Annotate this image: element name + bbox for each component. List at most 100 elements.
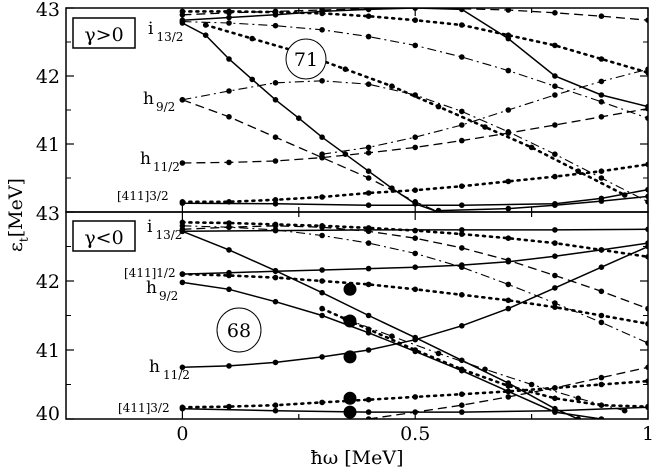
lower-series-6-point [505, 235, 512, 241]
upper-series-9-point [272, 8, 279, 15]
lower-series-12-point [412, 250, 419, 257]
lower-series-12-point [598, 319, 605, 326]
upper-circle-label: 71 [285, 38, 327, 80]
upper-series-6-point [482, 124, 488, 130]
lower-series-12-point [459, 264, 465, 270]
upper-series-2-point [365, 202, 372, 208]
lower-series-12-point [365, 240, 372, 246]
lower-series-8-point [459, 391, 465, 397]
upper-series-1-point [552, 73, 558, 79]
lower-highlighted-point-2 [343, 350, 357, 364]
upper-series-2-point [272, 201, 279, 207]
lower-series-10-point [365, 228, 372, 235]
lower-series-10-point [598, 288, 605, 295]
upper-series-7-point [272, 158, 279, 164]
lower-series-3-point [319, 354, 325, 360]
lower-series-12-point [505, 281, 512, 288]
upper-series-11-point [319, 27, 325, 33]
lower-series-6-point [598, 247, 605, 253]
lower-series-12-point [272, 227, 279, 233]
upper-series-6-point [621, 192, 628, 198]
upper-series-4-point [365, 190, 372, 196]
lower-series-5-point [552, 227, 558, 233]
upper-series-4-point [459, 183, 465, 189]
upper-series-8-point [412, 199, 419, 205]
upper-series-4-point [179, 199, 186, 205]
upper-series-9-point [552, 10, 558, 16]
upper-series-12-point [412, 134, 419, 140]
lower-series-4-point [459, 409, 465, 415]
lower-level-label-411-1: [411]1/2 [124, 266, 176, 280]
upper-series-11-point [226, 20, 232, 26]
upper-panel: 43 42 41 γ>0 71 i 13/2 h 9/2 h 11/2 [411]3/2 [36, 0, 649, 213]
upper-series-7-point [552, 122, 558, 128]
upper-series-8-point [365, 175, 372, 181]
upper-series-7-point [459, 137, 465, 144]
lower-level-label-h9: h 9/2 [146, 278, 178, 303]
lower-series-3-point [598, 264, 605, 270]
upper-series-10-point [412, 92, 419, 98]
lower-series-11-point [459, 402, 465, 408]
lower-series-0-point [459, 357, 465, 364]
lower-series-12-point [179, 223, 186, 229]
lower-series-3-point [412, 336, 419, 343]
upper-series-7-point [365, 150, 372, 156]
upper-series-1-line [182, 8, 648, 108]
upper-series-7-point [226, 159, 232, 166]
lower-series-1-point [412, 264, 419, 270]
lower-series-6-point [226, 220, 232, 226]
upper-tick-layer: 43 42 41 [36, 0, 649, 212]
upper-series-6-line [204, 23, 626, 197]
upper-series-0-line [182, 22, 439, 212]
lower-series-4-point [272, 407, 279, 414]
lower-level-label-h11: h 11/2 [149, 357, 190, 382]
lower-series-layer [179, 219, 648, 419]
upper-series-7-line [182, 107, 648, 164]
upper-series-11-point [272, 22, 279, 29]
upper-series-12-point [365, 144, 372, 151]
upper-series-0-point [272, 97, 279, 103]
lower-series-4-point [552, 407, 558, 414]
lower-highlighted-point-1 [343, 314, 357, 328]
lower-x-tick-label: 0 [176, 423, 188, 445]
lower-series-3-point [459, 323, 465, 329]
lower-series-7-point [319, 278, 325, 284]
upper-series-9-point [226, 10, 232, 16]
lower-level-label-i13: i 13/2 [147, 217, 182, 242]
upper-series-9-point [459, 8, 465, 12]
lower-series-12-point [552, 300, 558, 306]
upper-series-7-point [598, 114, 605, 120]
lower-series-7-point [459, 292, 465, 298]
lower-series-0-point [319, 289, 325, 296]
lower-series-12-point [319, 232, 325, 239]
upper-series-4-point [412, 187, 419, 193]
upper-series-0-point [226, 56, 232, 62]
upper-series-4-point [272, 197, 279, 203]
upper-series-0-point [249, 76, 255, 83]
lower-series-3-point [272, 359, 279, 366]
lower-series-0-point [365, 312, 372, 319]
upper-series-11-point [505, 67, 512, 74]
lower-tick-layer: 43 42 41 40 0 0.5 1 [36, 203, 654, 445]
upper-series-10-point [598, 175, 605, 181]
upper-series-8-point [272, 134, 279, 140]
lower-highlighted-point-3 [343, 391, 357, 405]
upper-level-label-i13: i 13/2 [148, 19, 183, 44]
upper-series-0-point [296, 115, 302, 121]
upper-series-4-point [552, 173, 558, 180]
y-axis-label: εt[MeV] [5, 178, 31, 252]
upper-box-label: γ>0 [72, 17, 136, 49]
upper-series-10-point [365, 81, 372, 87]
lower-series-13-point [482, 366, 488, 373]
lower-y-tick-label: 42 [36, 271, 60, 293]
lower-series-1-point [552, 253, 558, 259]
lower-series-6-point [552, 240, 558, 246]
lower-series-7-point [598, 312, 605, 319]
lower-circle-number: 68 [227, 320, 251, 342]
lower-series-7-point [272, 274, 279, 281]
lower-series-8-point [179, 404, 186, 411]
lower-series-1-point [365, 265, 372, 272]
lower-series-10-line [182, 225, 648, 310]
lower-series-7-point [226, 272, 232, 279]
